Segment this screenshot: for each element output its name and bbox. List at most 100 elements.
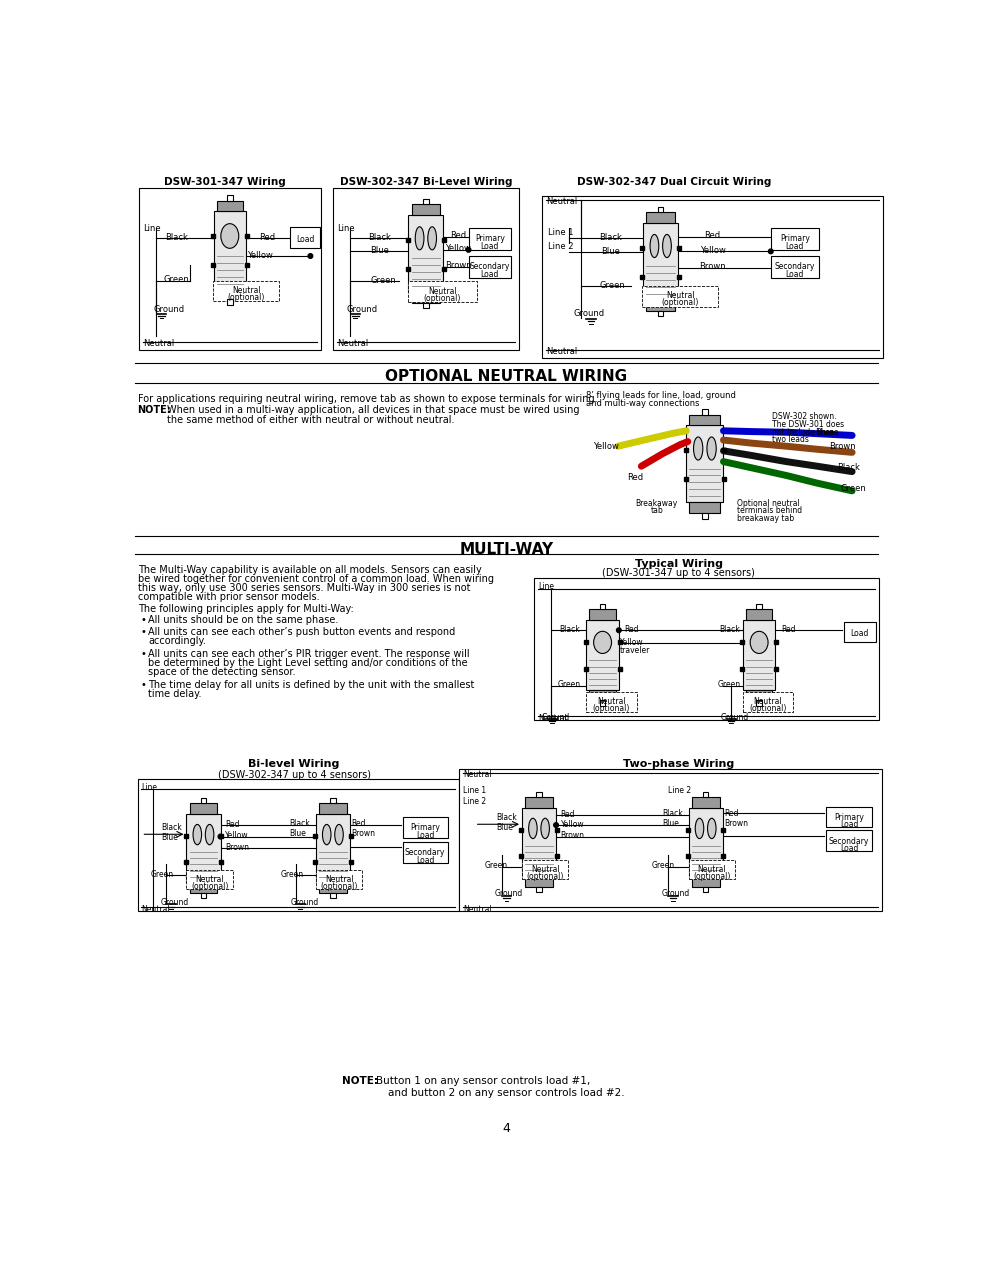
Text: Green: Green [280,869,304,878]
Text: two leads: two leads [771,435,808,444]
Bar [525,797,553,808]
Text: MULTI-WAY: MULTI-WAY [460,541,554,557]
Bar [330,799,335,804]
Text: Green: Green [163,275,189,284]
Text: Brown: Brown [445,261,472,270]
Bar [139,188,321,349]
Bar [525,876,553,887]
Bar [318,882,347,893]
Text: be wired together for convenient control of a common load. When wiring: be wired together for convenient control… [137,573,494,584]
Text: Neutral: Neutral [666,292,694,301]
Text: Ground: Ground [494,888,523,899]
Ellipse shape [206,824,214,845]
Text: Line 1: Line 1 [548,228,574,237]
Bar [589,690,616,700]
Bar [190,882,218,893]
Text: Black: Black [559,625,580,634]
Text: (optional): (optional) [662,298,699,307]
Text: Line 2: Line 2 [548,242,574,251]
Bar [826,831,872,851]
Text: Load: Load [481,270,499,279]
Text: The DSW-301 does: The DSW-301 does [771,420,844,429]
Text: and multi-way connections: and multi-way connections [585,399,699,408]
Text: Blue: Blue [290,829,307,838]
Bar [190,804,218,814]
Circle shape [554,823,559,827]
Text: The following principles apply for Multi-Way:: The following principles apply for Multi… [137,604,353,614]
Text: Two-phase Wiring: Two-phase Wiring [623,759,734,769]
Text: (optional): (optional) [592,704,630,713]
Text: Black: Black [663,809,683,818]
Bar [757,700,762,705]
Text: Ground: Ground [347,305,378,314]
Text: Neutral: Neutral [428,287,457,296]
Circle shape [616,628,621,632]
Text: Black: Black [161,823,182,832]
Text: Black: Black [290,819,311,828]
Circle shape [768,250,773,253]
Text: DSW-302 shown.: DSW-302 shown. [771,412,836,421]
Bar [542,196,883,357]
Bar [689,415,720,425]
Text: All units can see each other’s push button events and respond: All units can see each other’s push butt… [148,627,456,637]
Text: Yellow: Yellow [593,442,619,451]
Text: Line 1: Line 1 [463,786,487,795]
Text: The Multi-Way capability is available on all models. Sensors can easily: The Multi-Way capability is available on… [137,564,482,575]
Bar [186,869,232,888]
Text: (optional): (optional) [526,872,564,881]
Bar [227,195,232,201]
Bar [689,503,720,513]
Text: traveler: traveler [620,645,650,654]
Bar [469,256,511,278]
Text: the same method of either with neutral or without neutral.: the same method of either with neutral o… [167,416,455,425]
Bar [408,215,443,292]
Text: Neutral: Neutral [336,339,368,348]
Text: (optional): (optional) [693,872,731,881]
Text: Neutral: Neutral [538,714,567,723]
Text: terminals behind: terminals behind [738,507,802,516]
Text: Neutral: Neutral [754,698,782,707]
Text: Secondary: Secondary [829,837,869,846]
Text: Red: Red [561,810,576,819]
Bar [658,311,664,316]
Bar [403,818,448,838]
Text: Red: Red [450,232,467,241]
Text: Line: Line [143,224,160,233]
Bar [826,806,872,827]
Text: (optional): (optional) [750,704,786,713]
Bar [589,609,616,621]
Bar [411,205,440,215]
Text: Neutral: Neutral [196,876,224,884]
Bar [643,285,718,307]
Text: Primary: Primary [410,823,440,832]
Bar [522,860,569,879]
Text: Brown: Brown [225,842,249,851]
Bar [315,814,350,882]
Text: Line: Line [141,782,157,792]
Bar [600,604,605,609]
Text: Load: Load [296,236,315,244]
Text: Red: Red [724,809,739,818]
Bar [469,228,511,250]
Bar [403,842,448,863]
Ellipse shape [693,436,703,460]
Bar [201,893,206,899]
Text: Load: Load [840,820,858,829]
Text: Black: Black [837,463,859,472]
Text: Neutral: Neutral [324,876,353,884]
Text: Red: Red [225,819,239,828]
Bar [688,808,723,876]
Text: tab: tab [651,507,664,516]
Text: All units can see each other’s PIR trigger event. The response will: All units can see each other’s PIR trigg… [148,649,470,659]
Bar [647,212,675,223]
Bar [770,228,819,250]
Text: time delay.: time delay. [148,689,202,699]
Text: NOTE:: NOTE: [342,1076,378,1085]
Text: Line 2: Line 2 [463,797,487,806]
Text: Brown: Brown [351,829,376,838]
Text: Secondary: Secondary [405,849,445,858]
Text: Brown: Brown [699,262,726,271]
Text: Black: Black [496,813,517,822]
Bar [658,207,664,212]
Bar [691,876,720,887]
